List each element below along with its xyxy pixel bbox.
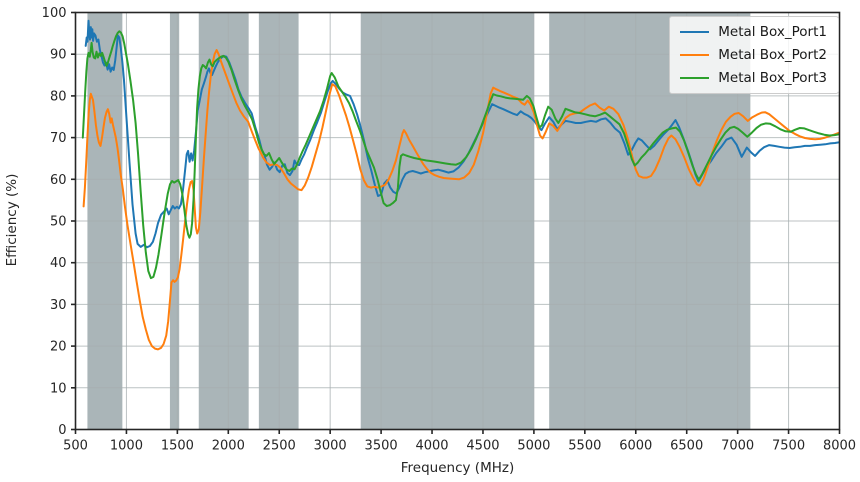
x-tick-label: 4000 bbox=[415, 439, 448, 454]
legend-line-swatch bbox=[680, 31, 710, 33]
y-tick-label: 50 bbox=[50, 215, 67, 230]
y-tick-label: 80 bbox=[50, 89, 67, 104]
x-tick-label: 4500 bbox=[466, 439, 499, 454]
y-tick-label: 60 bbox=[50, 173, 67, 188]
legend-label: Metal Box_Port3 bbox=[718, 70, 827, 86]
legend-item: Metal Box_Port1 bbox=[680, 24, 827, 40]
y-tick-label: 40 bbox=[50, 256, 67, 271]
x-tick-label: 1500 bbox=[161, 439, 194, 454]
x-tick-label: 5500 bbox=[568, 439, 601, 454]
legend: Metal Box_Port1 Metal Box_Port2 Metal Box_… bbox=[669, 16, 839, 94]
x-tick-label: 7000 bbox=[721, 439, 754, 454]
series-line-metal-box-port3 bbox=[81, 30, 840, 280]
x-axis-label: Frequency (MHz) bbox=[400, 460, 515, 476]
legend-label: Metal Box_Port2 bbox=[718, 47, 827, 63]
x-tick-label: 3000 bbox=[314, 439, 347, 454]
y-tick-label: 90 bbox=[50, 48, 67, 63]
series-line-metal-box-port2 bbox=[82, 49, 840, 351]
x-tick-label: 1000 bbox=[110, 439, 143, 454]
x-tick-label: 6500 bbox=[670, 439, 703, 454]
legend-line-swatch bbox=[680, 77, 710, 79]
legend-item: Metal Box_Port2 bbox=[680, 47, 827, 63]
y-tick-label: 30 bbox=[50, 298, 67, 313]
x-tick-label: 2500 bbox=[263, 439, 296, 454]
y-tick-label: 20 bbox=[50, 340, 67, 355]
legend-item: Metal Box_Port3 bbox=[680, 70, 827, 86]
x-tick-label: 3500 bbox=[365, 439, 398, 454]
y-tick-label: 70 bbox=[50, 131, 67, 146]
x-tick-label: 2000 bbox=[212, 439, 245, 454]
x-tick-label: 6000 bbox=[619, 439, 652, 454]
x-tick-label: 5000 bbox=[517, 439, 550, 454]
y-tick-label: 10 bbox=[50, 381, 67, 396]
y-axis-label: Efficiency (%) bbox=[4, 173, 20, 267]
y-tick-label: 0 bbox=[58, 423, 66, 438]
legend-label: Metal Box_Port1 bbox=[718, 24, 827, 40]
x-tick-label: 500 bbox=[63, 439, 88, 454]
y-tick-label: 100 bbox=[42, 6, 67, 21]
x-tick-label: 8000 bbox=[823, 439, 856, 454]
legend-line-swatch bbox=[680, 54, 710, 56]
x-tick-label: 7500 bbox=[772, 439, 805, 454]
